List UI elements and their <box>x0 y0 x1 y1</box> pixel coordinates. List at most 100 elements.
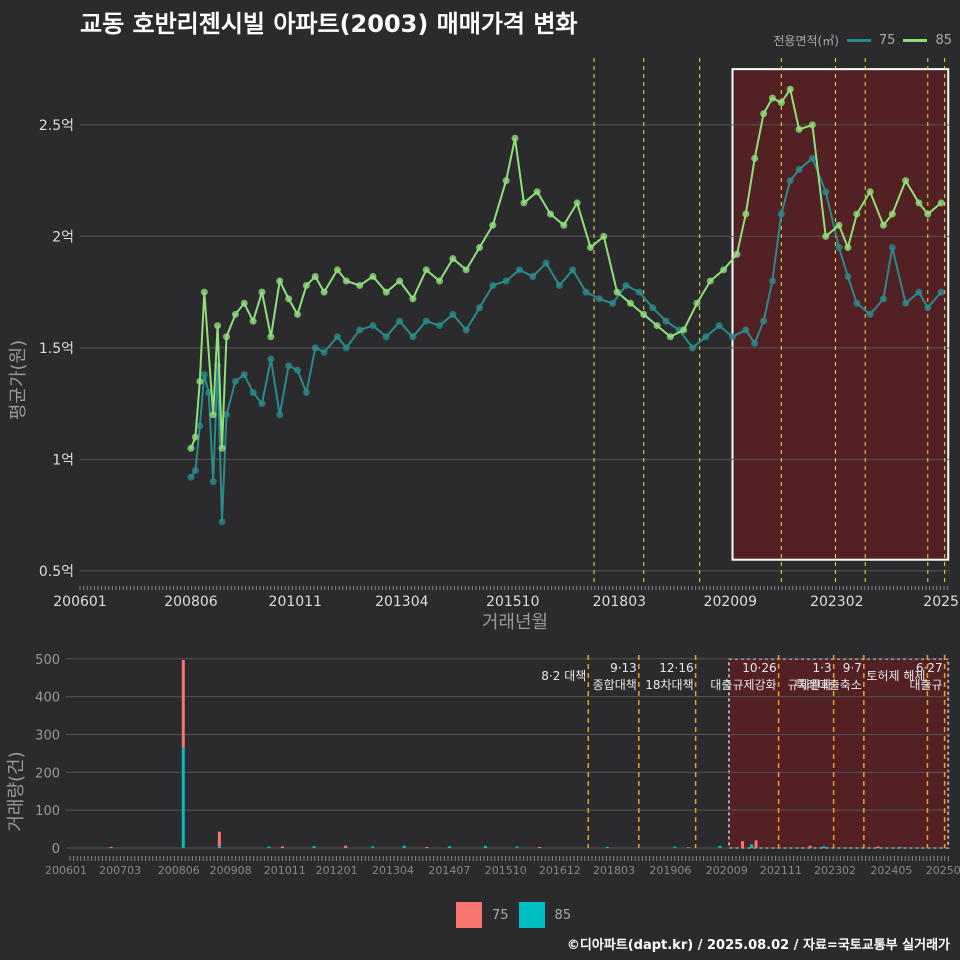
series-85-point <box>462 266 470 274</box>
series-75-point <box>529 273 537 281</box>
x-tick-label: 201510 <box>486 594 539 610</box>
series-75-point <box>409 333 417 341</box>
legend-bar-75-label: 75 <box>492 907 509 923</box>
policy-annotation-label: 12·16 <box>659 661 693 675</box>
bar-75 <box>181 659 185 748</box>
series-85-point <box>222 333 230 341</box>
y-tick-label: 2.5억 <box>39 118 74 134</box>
series-75-point <box>382 333 390 341</box>
series-85-point <box>502 177 510 185</box>
highlight-region-bottom <box>728 658 950 849</box>
policy-annotation-label: 10·26 <box>742 661 776 675</box>
bar-85 <box>217 846 221 848</box>
bar-85 <box>483 845 487 848</box>
bar-75 <box>344 845 348 848</box>
series-75-point <box>231 377 239 385</box>
series-85-point <box>808 121 816 129</box>
policy-annotation-label: 토허제 해제 <box>866 669 925 683</box>
series-75-point <box>742 326 750 334</box>
x-tick-label-bottom: 202009 <box>706 864 748 877</box>
series-85-point <box>613 288 621 296</box>
x-tick-label-bottom: 201803 <box>593 864 635 877</box>
y-tick-label: 1억 <box>52 452 74 468</box>
series-75-point <box>356 326 364 334</box>
policy-annotation-label: 규제완화 <box>787 678 831 692</box>
x-tick-label: 200601 <box>53 594 106 610</box>
bar-75 <box>686 847 690 848</box>
series-75-point <box>835 244 843 252</box>
series-85-point <box>285 295 293 303</box>
bar-85 <box>447 846 451 848</box>
legend-bar-75-swatch <box>456 902 482 928</box>
series-85-point <box>520 199 528 207</box>
series-85-point <box>302 281 310 289</box>
series-75-point <box>937 288 945 296</box>
series-85-point <box>449 255 457 263</box>
series-85-point <box>382 288 390 296</box>
bar-85 <box>181 747 185 848</box>
series-75-point <box>662 317 670 325</box>
x-tick-label-bottom: 201612 <box>539 864 581 877</box>
x-tick-label: 201011 <box>269 594 322 610</box>
y-tick-label-bottom: 500 <box>35 653 60 668</box>
series-85-line <box>190 86 942 449</box>
series-75-point <box>449 310 457 318</box>
series-75-point <box>555 281 563 289</box>
series-85-point <box>200 288 208 296</box>
series-85-point <box>795 125 803 133</box>
series-85-point <box>680 326 688 334</box>
series-75-point <box>622 281 630 289</box>
series-75-point <box>582 288 590 296</box>
bar-75 <box>808 845 812 848</box>
series-75-point <box>276 411 284 419</box>
series-75-point <box>369 322 377 330</box>
bar-85 <box>371 846 375 848</box>
series-85-point <box>777 99 785 107</box>
chart-title: 교동 호반리젠시빌 아파트(2003) 매매가격 변화 <box>80 10 578 38</box>
y-tick-label: 0.5억 <box>39 564 74 580</box>
series-75-point <box>768 277 776 285</box>
y-tick-label: 2억 <box>52 229 74 245</box>
series-75-point <box>515 266 523 274</box>
legend-85-label: 85 <box>935 33 952 48</box>
bar-85 <box>605 846 609 848</box>
x-tick-label: 202302 <box>810 594 863 610</box>
series-85-point <box>760 110 768 118</box>
x-tick-label-bottom: 201201 <box>316 864 358 877</box>
series-85-point <box>249 317 257 325</box>
series-75-point <box>635 288 643 296</box>
y-tick-label-bottom: 400 <box>35 691 60 706</box>
x-tick-label-bottom: 201011 <box>264 864 306 877</box>
series-85-point <box>511 134 519 142</box>
bar-85 <box>515 846 519 848</box>
x-tick-label-bottom: 20250 <box>926 864 960 877</box>
x-tick-label-bottom: 201510 <box>485 864 527 877</box>
series-75-point <box>729 333 736 341</box>
series-85-point <box>626 299 634 307</box>
series-75-point <box>302 388 310 396</box>
bar-75 <box>876 846 880 848</box>
series-75-point <box>649 304 657 312</box>
x-tick-label-bottom: 200601 <box>45 864 87 877</box>
series-85-point <box>276 277 284 285</box>
series-75-point <box>462 326 470 334</box>
series-75-point <box>187 473 195 481</box>
series-75-point <box>853 299 861 307</box>
series-85-point <box>311 273 319 281</box>
series-85-point <box>196 377 204 385</box>
series-85-point <box>786 85 794 93</box>
series-75-point <box>702 333 710 341</box>
series-85-point <box>924 210 932 218</box>
policy-annotation-label: 6·27 <box>916 661 943 675</box>
series-85-point <box>214 322 222 330</box>
series-75-point <box>844 273 852 281</box>
series-85-point <box>489 221 497 229</box>
bar-75 <box>538 846 542 848</box>
series-85-point <box>866 188 874 196</box>
series-85-point <box>693 299 701 307</box>
series-85-point <box>879 221 887 229</box>
series-85-point <box>294 310 301 318</box>
series-85-point <box>396 277 404 285</box>
series-85-point <box>653 322 661 330</box>
policy-annotation-label: 특례대출축소 <box>796 678 862 692</box>
